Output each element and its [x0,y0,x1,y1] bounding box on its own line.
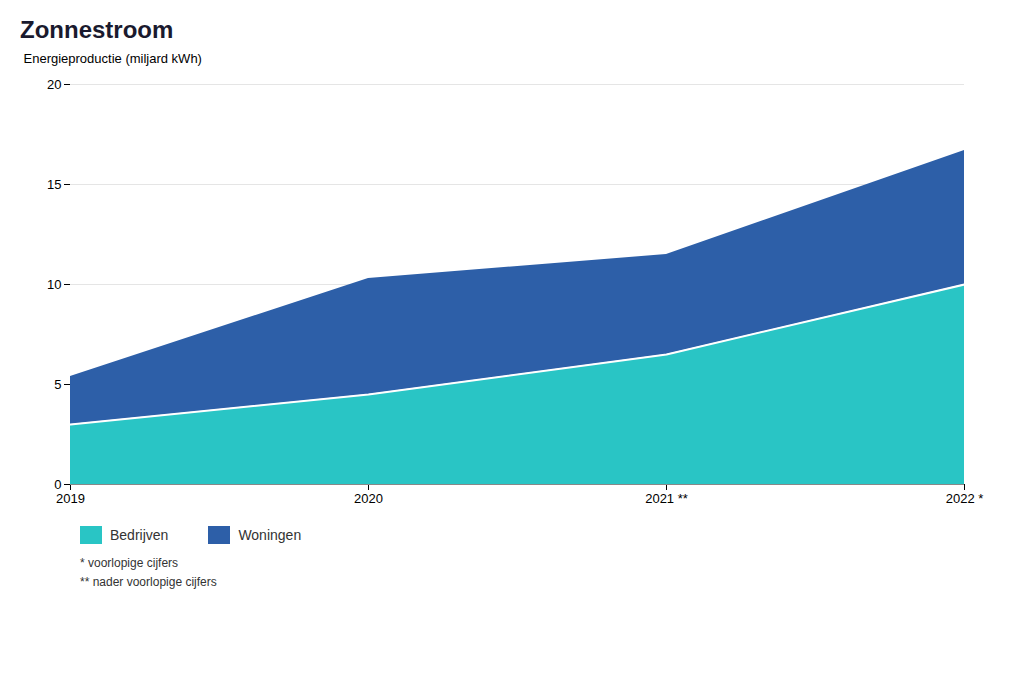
html-text:** nader voorlopige cijfers: ** nader voorlopige cijfers [80,575,217,590]
svg-text:Energieproductie (miljard kWh): Energieproductie (miljard kWh) [24,51,202,66]
svg-text:10: 10 [47,277,61,292]
svg-text:0: 0 [54,477,61,492]
svg-text:5: 5 [54,377,61,392]
html-text:* voorlopige cijfers: * voorlopige cijfers [80,556,178,570]
html-text:Zonnestroom: Zonnestroom [20,16,174,43]
svg-text:2020: 2020 [354,491,383,506]
html-text:Woningen: Woningen [238,527,302,543]
svg-text:2021 **: 2021 ** [645,491,688,506]
svg-text:20: 20 [47,77,61,92]
svg-text:15: 15 [47,177,61,192]
svg-text:2022 *: 2022 * [946,491,984,506]
html-text:Bedrijven: Bedrijven [110,527,169,543]
svg-text:2019: 2019 [56,491,85,506]
